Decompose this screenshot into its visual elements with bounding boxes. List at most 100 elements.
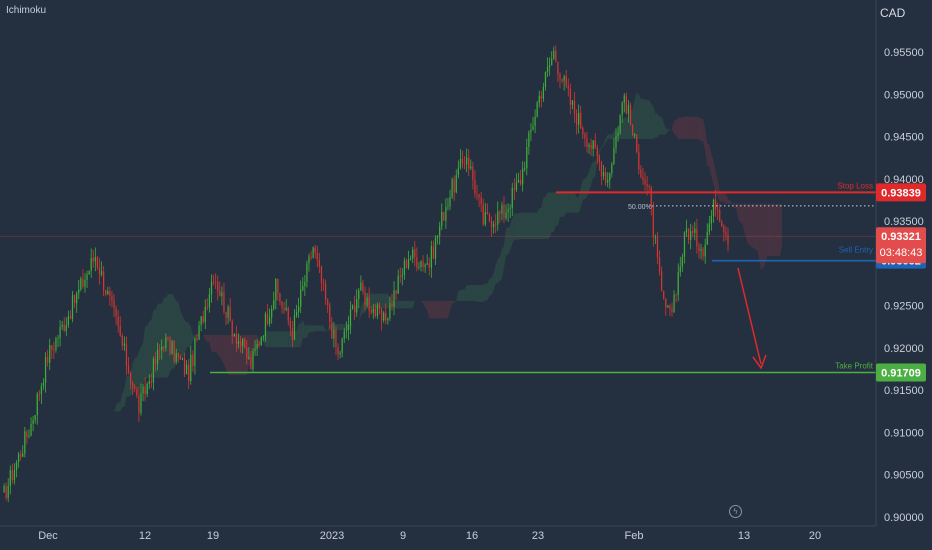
candle [109,291,111,296]
ichimoku-cloud-segment [134,357,137,389]
ichimoku-cloud-segment [667,129,670,132]
ichimoku-cloud-segment [665,128,668,135]
candle [594,140,596,149]
price-axis[interactable] [876,0,932,550]
candle [459,158,462,168]
candle [561,79,563,81]
ichimoku-cloud-segment [541,197,544,240]
candle [277,278,279,293]
candle [36,394,38,416]
candle [559,74,561,80]
candle [55,338,57,351]
ichimoku-cloud-segment [549,192,552,239]
ichimoku-cloud-segment [350,324,353,331]
candle [298,306,300,312]
candle [667,305,669,308]
candle [105,290,107,295]
candle [482,204,484,225]
candle [150,381,152,383]
candle [690,231,692,240]
stop-loss-tag[interactable] [876,183,926,202]
candle [522,168,524,185]
candle [183,358,186,375]
candle [347,324,350,331]
candle [337,347,339,355]
ichimoku-cloud-segment [163,297,166,378]
ichimoku-cloud-segment [539,208,542,240]
lightning-icon[interactable]: ϟ [729,505,742,518]
candle [717,209,719,211]
ichimoku-cloud-segment [477,285,480,302]
ichimoku-cloud-segment [703,119,706,151]
candle [188,364,190,382]
candle [177,353,179,357]
candle [727,234,729,246]
ichimoku-cloud-segment [557,192,560,226]
candle [380,308,383,321]
candle [65,324,67,331]
ichimoku-cloud-segment [491,273,494,295]
take-profit-tag[interactable] [876,363,926,382]
candle [673,294,675,313]
ichimoku-cloud-segment [642,98,646,139]
ichimoku-cloud-segment [468,285,471,301]
ichimoku-cloud-segment [296,323,299,348]
take-profit-label: Take Profit [835,362,874,371]
ichimoku-cloud-segment [584,176,587,199]
candle [34,415,36,421]
ichimoku-cloud-segment [690,116,693,140]
ichimoku-cloud-segment [190,326,193,347]
candle [127,365,130,373]
candle [524,168,526,170]
ichimoku-cloud-segment [769,203,772,256]
candle [578,112,580,125]
ichimoku-cloud-segment [311,325,314,333]
candle [484,212,486,225]
ichimoku-cloud-segment [445,300,448,319]
ichimoku-cloud-segment [572,192,575,213]
candle [696,228,698,247]
candle [202,316,204,323]
ichimoku-cloud-segment [591,161,594,186]
candle [94,257,96,262]
candle [530,130,532,133]
ichimoku-cloud-segment [757,203,760,260]
projection-arrow[interactable] [737,267,762,365]
candle [499,211,501,214]
ichimoku-cloud-segment [412,300,415,309]
ichimoku-cloud-segment [282,331,285,348]
candle [331,321,333,339]
candle [495,223,497,225]
ichimoku-cloud-segment [321,325,324,332]
current-price-tag[interactable] [876,227,926,264]
ichimoku-cloud-segment [526,212,529,240]
ichimoku-cloud-segment [215,334,218,355]
candle [341,338,343,353]
candle [181,358,184,360]
candle [592,140,594,150]
ichimoku-cloud-segment [228,334,231,376]
candle [434,237,437,259]
candle [609,173,611,181]
candle [5,486,7,498]
candle [322,283,325,284]
ichimoku-cloud-segment [466,285,469,301]
candle [237,340,240,345]
candle [250,356,252,370]
candle [26,431,28,437]
ichimoku-cloud-segment [371,293,374,309]
ichimoku-cloud-segment [462,289,465,301]
candle [103,271,105,291]
candle [492,223,495,228]
ichimoku-cloud-segment [566,192,569,213]
ichimoku-cloud-segment [661,116,664,135]
candle [615,136,617,148]
ichimoku-cloud-segment [149,319,152,378]
candle [241,338,244,347]
indicator-label[interactable]: Ichimoku [6,5,47,16]
ichimoku-cloud-segment [676,117,679,140]
candle [138,395,140,413]
candle [354,305,356,313]
